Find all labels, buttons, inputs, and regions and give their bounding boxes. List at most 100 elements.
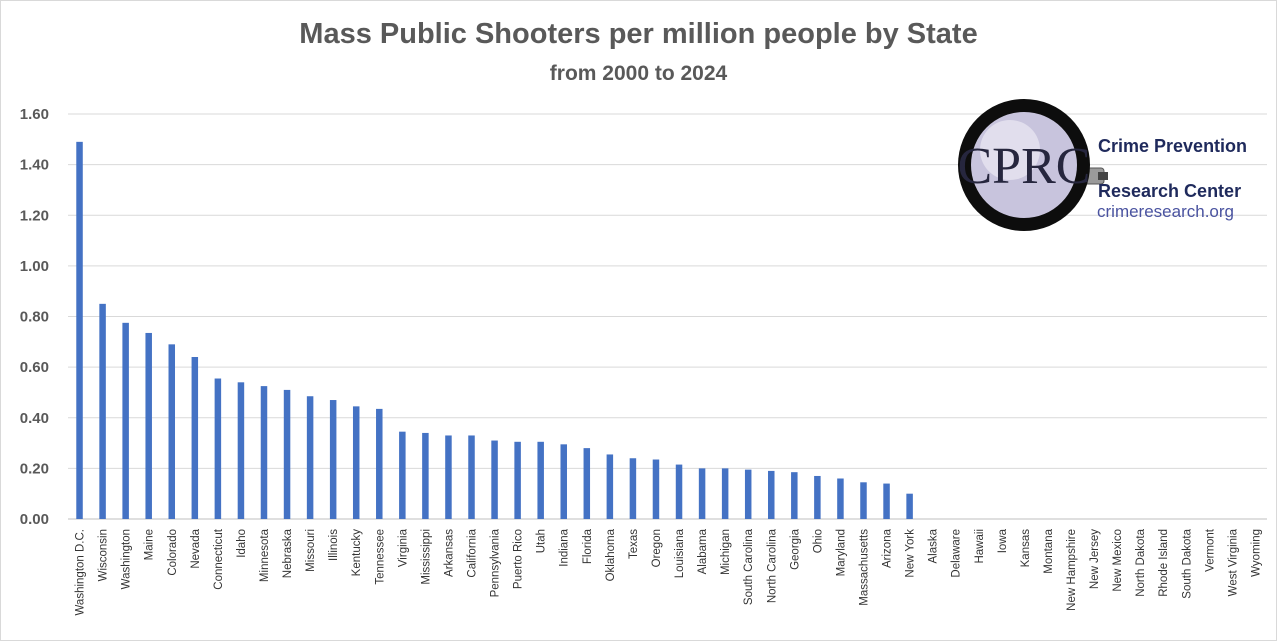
- x-tick-label: Colorado: [167, 529, 179, 576]
- bar-missouri: [306, 396, 314, 519]
- x-tick-label: Wyoming: [1250, 529, 1262, 577]
- bar-colorado: [168, 344, 176, 519]
- logo-monogram: CPRC: [958, 138, 1091, 195]
- x-tick-label: Mississippi: [420, 529, 432, 585]
- x-tick-label: Louisiana: [674, 528, 686, 578]
- x-tick-label: Washington: [121, 529, 133, 589]
- y-tick-label: 0.00: [20, 511, 49, 528]
- bar-wisconsin: [99, 303, 106, 519]
- x-tick-label: Idaho: [236, 529, 248, 558]
- y-tick-label: 0.80: [20, 309, 49, 326]
- x-tick-label: Illinois: [328, 529, 340, 561]
- bar-arkansas: [445, 435, 452, 519]
- x-tick-label: Maine: [144, 529, 156, 560]
- x-tick-label: Alaska: [928, 528, 940, 563]
- x-tick-label: South Dakota: [1181, 528, 1193, 598]
- y-tick-label: 0.60: [20, 359, 49, 376]
- bar-pennsylvania: [491, 440, 498, 519]
- bar-mississippi: [422, 432, 429, 519]
- x-tick-label: South Carolina: [743, 528, 755, 605]
- x-tick-label: Delaware: [951, 529, 963, 578]
- bar-michigan: [721, 468, 729, 519]
- cprc-logo: CPRC Crime Prevention Research Center cr…: [958, 99, 1247, 231]
- bar-idaho: [237, 382, 245, 519]
- logo-line2: Research Center: [1098, 181, 1241, 201]
- x-tick-label: Oregon: [651, 529, 663, 567]
- bar-georgia: [791, 472, 798, 519]
- logo-line1: Crime Prevention: [1098, 136, 1247, 156]
- bar-indiana: [560, 444, 567, 519]
- bar-oregon: [652, 459, 660, 519]
- x-tick-label: Arkansas: [443, 529, 455, 577]
- x-tick-label: New Jersey: [1089, 529, 1101, 589]
- x-tick-label: Pennsylvania: [490, 528, 502, 597]
- bar-kentucky: [352, 406, 360, 519]
- bar-north-carolina: [768, 470, 775, 519]
- bar-connecticut: [214, 378, 222, 519]
- x-tick-label: Missouri: [305, 529, 317, 572]
- x-tick-label: New York: [905, 529, 917, 578]
- x-tick-label: Florida: [582, 528, 594, 564]
- x-tick-label: Ohio: [812, 529, 824, 553]
- y-tick-label: 0.20: [20, 460, 49, 477]
- x-tick-label: Connecticut: [213, 528, 225, 590]
- bar-nebraska: [283, 389, 291, 519]
- x-tick-label: Tennessee: [374, 529, 386, 585]
- bar-utah: [537, 441, 544, 519]
- bar-florida: [583, 448, 591, 519]
- x-tick-label: Alabama: [697, 528, 709, 574]
- x-tick-label: Washington D.C.: [75, 529, 87, 616]
- x-tick-label: Rhode Island: [1158, 529, 1170, 597]
- x-tick-label: New Hampshire: [1066, 529, 1078, 611]
- bar-california: [468, 435, 475, 519]
- bar-virginia: [399, 431, 406, 519]
- bar-washington-d-c: [76, 141, 83, 519]
- x-tick-label: Georgia: [789, 528, 801, 570]
- x-tick-label: New Mexico: [1112, 529, 1124, 592]
- x-tick-label: Virginia: [397, 528, 409, 567]
- y-tick-label: 1.40: [20, 157, 49, 174]
- bar-minnesota: [260, 386, 268, 519]
- x-tick-label: Arizona: [882, 528, 894, 568]
- bar-maine: [145, 332, 152, 519]
- bar-puerto-rico: [514, 441, 521, 519]
- x-tick-label: Nevada: [190, 528, 202, 568]
- y-tick-label: 1.20: [20, 207, 49, 224]
- bar-ohio: [814, 475, 821, 519]
- logo-url: crimeresearch.org: [1097, 202, 1234, 221]
- y-tick-label: 0.40: [20, 410, 49, 427]
- bar-south-carolina: [744, 469, 752, 519]
- x-tick-label: Kansas: [1020, 529, 1032, 568]
- bar-washington: [122, 322, 129, 519]
- bar-nevada: [191, 357, 199, 519]
- x-tick-label: Nebraska: [282, 528, 294, 578]
- x-tick-label: Wisconsin: [98, 529, 110, 581]
- bar-tennessee: [376, 408, 383, 519]
- lens-highlight: [980, 120, 1040, 180]
- x-tick-label: Oklahoma: [605, 528, 617, 581]
- bars: [76, 141, 913, 519]
- bar-oklahoma: [606, 454, 614, 519]
- x-tick-label: Puerto Rico: [513, 529, 525, 589]
- gridlines: [68, 113, 1267, 520]
- x-tick-label: California: [467, 528, 479, 577]
- y-tick-label: 1.00: [20, 258, 49, 275]
- y-tick-label: 1.60: [20, 106, 49, 123]
- x-tick-label: North Dakota: [1135, 528, 1147, 596]
- x-tick-label: Kentucky: [351, 529, 363, 577]
- x-tick-label: Minnesota: [259, 528, 271, 582]
- x-tick-label: Vermont: [1204, 528, 1216, 572]
- bar-texas: [629, 458, 637, 519]
- x-tick-label: Massachusetts: [858, 529, 870, 606]
- bar-alabama: [698, 468, 706, 519]
- chart-subtitle: from 2000 to 2024: [549, 62, 728, 85]
- x-tick-label: North Carolina: [766, 528, 778, 603]
- x-tick-label: Utah: [536, 529, 548, 553]
- bar-illinois: [329, 400, 337, 519]
- magnifier-handle-cap: [1098, 172, 1108, 180]
- bar-arizona: [883, 483, 890, 519]
- bar-maryland: [837, 478, 844, 519]
- bar-new-york: [906, 493, 913, 519]
